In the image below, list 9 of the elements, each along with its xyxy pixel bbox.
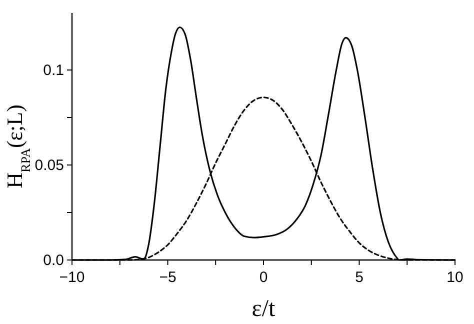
y-tick-label: 0.1	[43, 62, 64, 79]
x-tick-label: 10	[446, 269, 464, 286]
y-tick-label: 0.0	[43, 252, 64, 269]
y-tick-label: 0.05	[34, 157, 64, 174]
x-tick-label: −10	[59, 269, 85, 286]
x-tick-label: −5	[159, 269, 176, 286]
x-axis-title: ε/t	[252, 296, 276, 322]
x-tick-label: 0	[259, 269, 268, 286]
x-tick-label: 5	[355, 269, 364, 286]
